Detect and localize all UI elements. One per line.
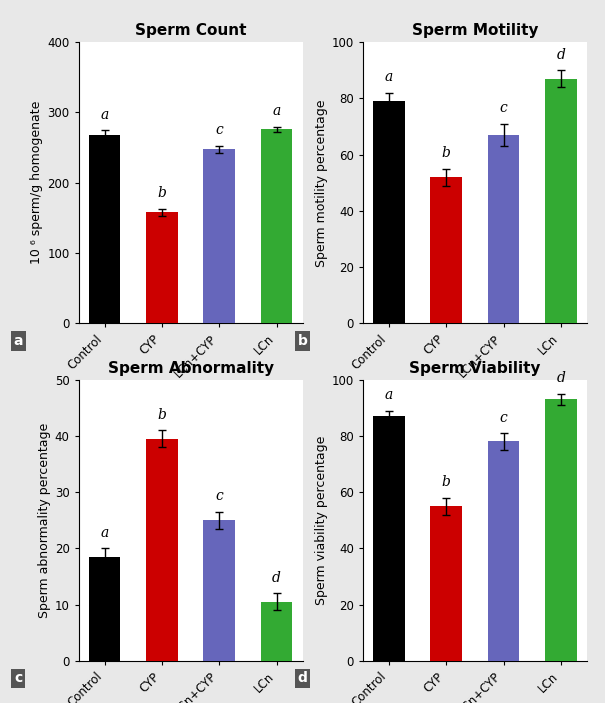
Bar (261, 129, 292, 323)
Y-axis label: 10 ⁶ sperm/g homogenate: 10 ⁶ sperm/g homogenate (30, 101, 43, 264)
Text: a: a (13, 334, 23, 348)
Bar (203, 520, 235, 661)
Title: Sperm Count: Sperm Count (135, 23, 246, 38)
Bar (261, 602, 292, 661)
Text: c: c (500, 411, 508, 425)
Bar (431, 506, 462, 661)
X-axis label: Groups: Groups (164, 382, 217, 396)
Text: b: b (442, 475, 451, 489)
Text: c: c (215, 489, 223, 503)
Text: b: b (442, 146, 451, 160)
Y-axis label: Sperm viability percentage: Sperm viability percentage (315, 436, 327, 605)
Bar (488, 441, 519, 661)
Bar (488, 135, 519, 323)
Bar (545, 79, 577, 323)
Text: a: a (385, 70, 393, 84)
Text: a: a (385, 388, 393, 402)
Text: c: c (215, 123, 223, 137)
Bar (545, 399, 577, 661)
Text: a: a (100, 108, 109, 122)
Text: d: d (557, 371, 565, 385)
Text: b: b (157, 408, 166, 422)
Text: d: d (272, 571, 281, 585)
Bar (89, 557, 120, 661)
Bar (373, 416, 405, 661)
Y-axis label: Sperm motility percentage: Sperm motility percentage (315, 99, 327, 266)
Title: Sperm Motility: Sperm Motility (411, 23, 538, 38)
Bar (431, 177, 462, 323)
X-axis label: Groups: Groups (448, 382, 502, 396)
Text: d: d (557, 48, 565, 62)
Text: d: d (298, 671, 307, 685)
Bar (146, 212, 178, 323)
Text: b: b (298, 334, 307, 348)
Title: Sperm Abnormality: Sperm Abnormality (108, 361, 273, 375)
Bar (373, 101, 405, 323)
Text: b: b (157, 186, 166, 200)
Text: c: c (500, 101, 508, 115)
Bar (89, 135, 120, 323)
Bar (146, 439, 178, 661)
Text: a: a (100, 526, 109, 540)
Text: c: c (14, 671, 22, 685)
Bar (203, 149, 235, 323)
Y-axis label: Sperm abnormality percentage: Sperm abnormality percentage (38, 423, 51, 618)
Title: Sperm Viability: Sperm Viability (409, 361, 541, 375)
Text: a: a (272, 104, 281, 118)
